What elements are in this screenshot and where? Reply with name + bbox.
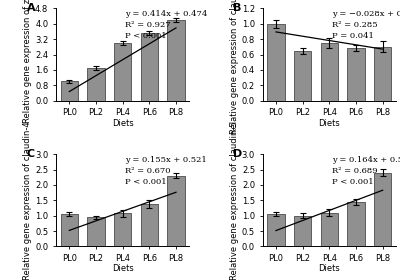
Y-axis label: Relative gene expression of zo-1: Relative gene expression of zo-1 [23, 0, 32, 123]
Bar [374, 47, 391, 101]
Bar [294, 51, 311, 101]
Bar [87, 68, 105, 101]
Bar [347, 202, 365, 246]
Bar [347, 48, 365, 101]
Bar [321, 43, 338, 101]
Text: y = 0.164x + 0.515
R² = 0.689
P < 0.001: y = 0.164x + 0.515 R² = 0.689 P < 0.001 [332, 156, 400, 186]
Text: y = −0.028x + 0.894
R² = 0.285
P = 0.041: y = −0.028x + 0.894 R² = 0.285 P = 0.041 [332, 10, 400, 40]
Y-axis label: Relative gene expression of claudin-4: Relative gene expression of claudin-4 [23, 121, 32, 280]
Text: y = 0.155x + 0.521
R² = 0.670
P < 0.001: y = 0.155x + 0.521 R² = 0.670 P < 0.001 [125, 156, 207, 186]
Bar [141, 33, 158, 101]
Bar [61, 214, 78, 246]
Text: y = 0.414x + 0.474
R² = 0.927
P < 0.001: y = 0.414x + 0.474 R² = 0.927 P < 0.001 [125, 10, 208, 40]
Bar [294, 216, 311, 246]
Bar [267, 24, 285, 101]
X-axis label: Diets: Diets [112, 264, 134, 274]
Text: D: D [233, 149, 242, 158]
Bar [167, 176, 185, 246]
Y-axis label: Relative gene expression of claudin-5: Relative gene expression of claudin-5 [230, 121, 239, 280]
Bar [141, 204, 158, 246]
Y-axis label: Relative gene expression of claudin-1: Relative gene expression of claudin-1 [230, 0, 239, 134]
Bar [267, 214, 285, 246]
Text: A: A [27, 3, 35, 13]
Bar [374, 172, 391, 246]
Bar [321, 213, 338, 246]
Bar [114, 213, 131, 246]
Bar [61, 81, 78, 101]
Bar [87, 217, 105, 246]
X-axis label: Diets: Diets [318, 264, 340, 274]
Text: C: C [27, 149, 35, 158]
Text: B: B [233, 3, 242, 13]
X-axis label: Diets: Diets [318, 119, 340, 128]
Bar [114, 43, 131, 101]
X-axis label: Diets: Diets [112, 119, 134, 128]
Bar [167, 20, 185, 101]
